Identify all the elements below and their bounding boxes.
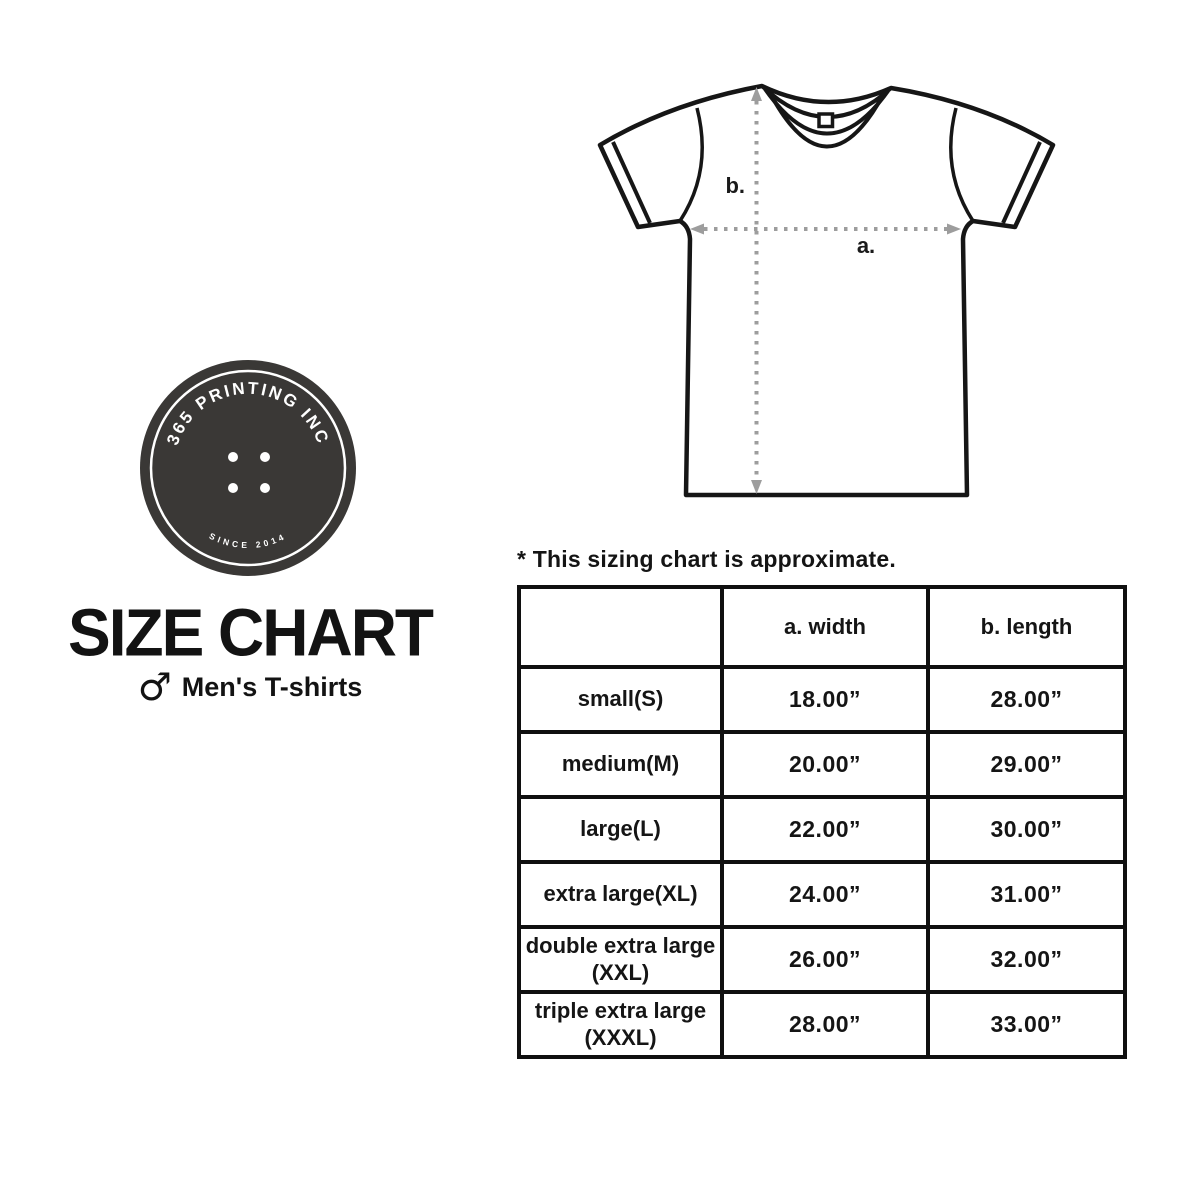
- cuff-stripe-right: [1001, 141, 1042, 224]
- width-cell: 20.00”: [720, 730, 930, 799]
- cuff-stripe-left: [611, 141, 652, 224]
- sizing-note: * This sizing chart is approximate.: [517, 546, 896, 572]
- length-cell: 32.00”: [926, 925, 1127, 994]
- logo-inner-ring: [149, 369, 347, 567]
- table-row: medium(M) 20.00” 29.00”: [517, 730, 1127, 799]
- width-cell: 24.00”: [720, 860, 930, 929]
- size-cell: extra large(XL): [517, 860, 724, 929]
- length-label: b.: [725, 173, 745, 198]
- armhole-seam-left: [678, 107, 704, 222]
- tshirt-body-outline: [597, 83, 1056, 498]
- length-cell: 33.00”: [926, 990, 1127, 1059]
- size-cell: double extra large (XXL): [517, 925, 724, 994]
- size-table: a. width b. length small(S) 18.00” 28.00…: [517, 585, 1127, 1059]
- width-cell: 28.00”: [720, 990, 930, 1059]
- size-cell: medium(M): [517, 730, 724, 799]
- button-holes-icon: [228, 452, 270, 493]
- col-header-length: b. length: [926, 585, 1127, 669]
- armhole-seam-right: [949, 107, 975, 222]
- size-cell: triple extra large (XXXL): [517, 990, 724, 1059]
- table-row: triple extra large (XXXL) 28.00” 33.00”: [517, 990, 1127, 1059]
- table-row: extra large(XL) 24.00” 31.00”: [517, 860, 1127, 929]
- length-arrow: [751, 87, 762, 494]
- collar-band-arc-3: [768, 92, 885, 149]
- width-label: a.: [857, 233, 875, 258]
- tshirt-diagram: b. a.: [597, 83, 1056, 498]
- table-row: double extra large (XXL) 26.00” 32.00”: [517, 925, 1127, 994]
- logo-badge: 365 PRINTING INC SINCE 2014: [140, 360, 356, 576]
- width-arrow: [690, 223, 961, 235]
- page-title: SIZE CHART: [68, 595, 434, 670]
- table-row: large(L) 22.00” 30.00”: [517, 795, 1127, 864]
- subtitle: Men's T-shirts: [181, 671, 363, 702]
- width-cell: 18.00”: [720, 665, 930, 734]
- size-cell: large(L): [517, 795, 724, 864]
- length-cell: 29.00”: [926, 730, 1127, 799]
- logo-circle: [140, 360, 356, 576]
- corner-cell: [517, 585, 724, 669]
- table-row: small(S) 18.00” 28.00”: [517, 665, 1127, 734]
- width-cell: 22.00”: [720, 795, 930, 864]
- length-cell: 31.00”: [926, 860, 1127, 929]
- male-icon: ♂: [137, 665, 172, 709]
- neck-tag: [817, 112, 835, 129]
- length-cell: 28.00”: [926, 665, 1127, 734]
- width-cell: 26.00”: [720, 925, 930, 994]
- length-cell: 30.00”: [926, 795, 1127, 864]
- col-header-width: a. width: [720, 585, 930, 669]
- size-cell: small(S): [517, 665, 724, 734]
- table-header-row: a. width b. length: [517, 585, 1127, 669]
